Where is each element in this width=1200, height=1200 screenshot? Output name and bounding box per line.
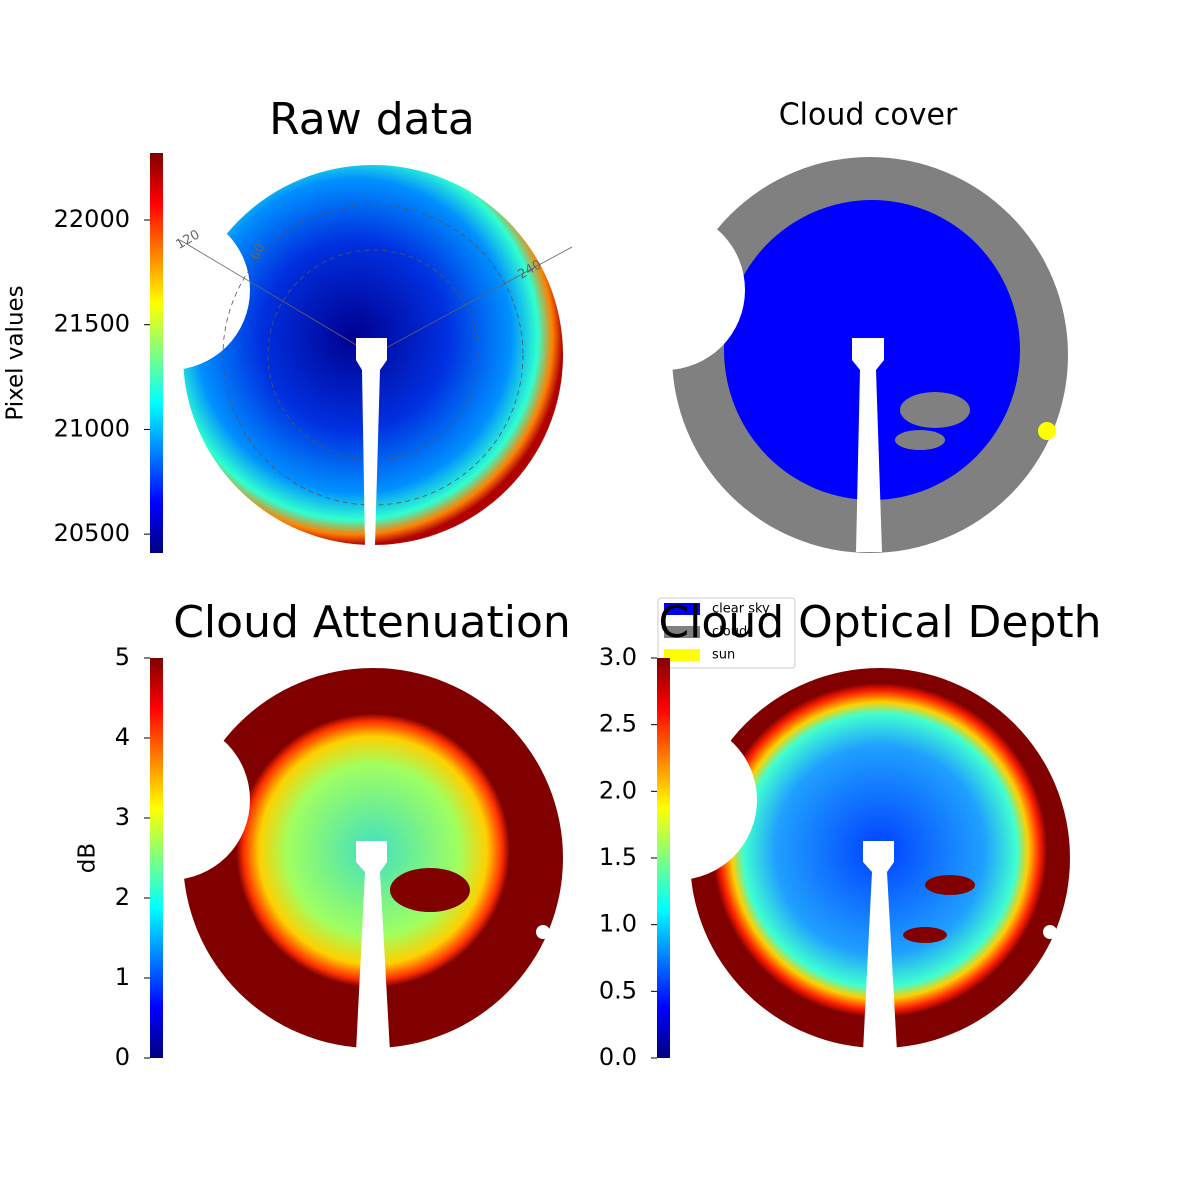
legend-label: sun [712, 648, 735, 663]
colorbar-tick-label: 0 [115, 1043, 130, 1071]
cloud-patch [390, 868, 470, 912]
colorbar-tick-label: 0.0 [599, 1043, 637, 1071]
legend-label: cloud [712, 625, 747, 640]
cloud-patch [895, 430, 945, 450]
colorbar-tick-label: 21000 [54, 414, 130, 442]
mask [90, 210, 250, 370]
mast [852, 338, 884, 552]
colorbar [150, 153, 163, 553]
colorbar-label: Pixel values [3, 285, 29, 420]
panel-title: Raw data [269, 94, 475, 145]
mast [356, 841, 390, 1052]
panel-title: Cloud Attenuation [173, 597, 571, 648]
colorbar-tick-label: 1.5 [599, 843, 637, 871]
colorbar-tick-label: 0.5 [599, 976, 637, 1004]
mask [90, 720, 250, 880]
colorbar-tick-label: 3 [115, 803, 130, 831]
panel-title: Cloud cover [779, 98, 958, 133]
colorbar-tick-label: 1.0 [599, 910, 637, 938]
colorbar-tick-label: 2 [115, 883, 130, 911]
colorbar-tick-label: 2.5 [599, 710, 637, 738]
sun-mask [536, 925, 550, 939]
polar-label: 60 [247, 241, 268, 263]
colorbar-tick-label: 1 [115, 963, 130, 991]
polar-axis [179, 239, 374, 356]
polar-axis [372, 246, 573, 356]
colorbar [150, 658, 163, 1058]
colorbar-label: dB [75, 843, 101, 873]
colorbar-tick-label: 2.0 [599, 776, 637, 804]
colorbar-tick-label: 20500 [54, 519, 130, 547]
cloud-patch [925, 875, 975, 895]
panel-title: Cloud Optical Depth [658, 597, 1101, 648]
legend-swatch [664, 626, 700, 638]
sun [1038, 422, 1056, 440]
legend-label: clear sky [712, 602, 770, 617]
colorbar-tick-label: 3.0 [599, 643, 637, 671]
cloud-patch [900, 392, 970, 428]
cloud-patch [903, 927, 947, 943]
mast [863, 841, 897, 1052]
legend-swatch [664, 649, 700, 661]
colorbar-tick-label: 21500 [54, 310, 130, 338]
sky-images [90, 157, 1070, 1052]
mask [585, 210, 745, 370]
colorbar-tick-label: 5 [115, 643, 130, 671]
mast [356, 338, 387, 545]
colorbar-tick-label: 22000 [54, 205, 130, 233]
legend-swatch [664, 603, 700, 615]
sun-mask [1043, 925, 1057, 939]
mask [597, 720, 757, 880]
colorbar [657, 658, 670, 1058]
colorbar-tick-label: 4 [115, 723, 130, 751]
